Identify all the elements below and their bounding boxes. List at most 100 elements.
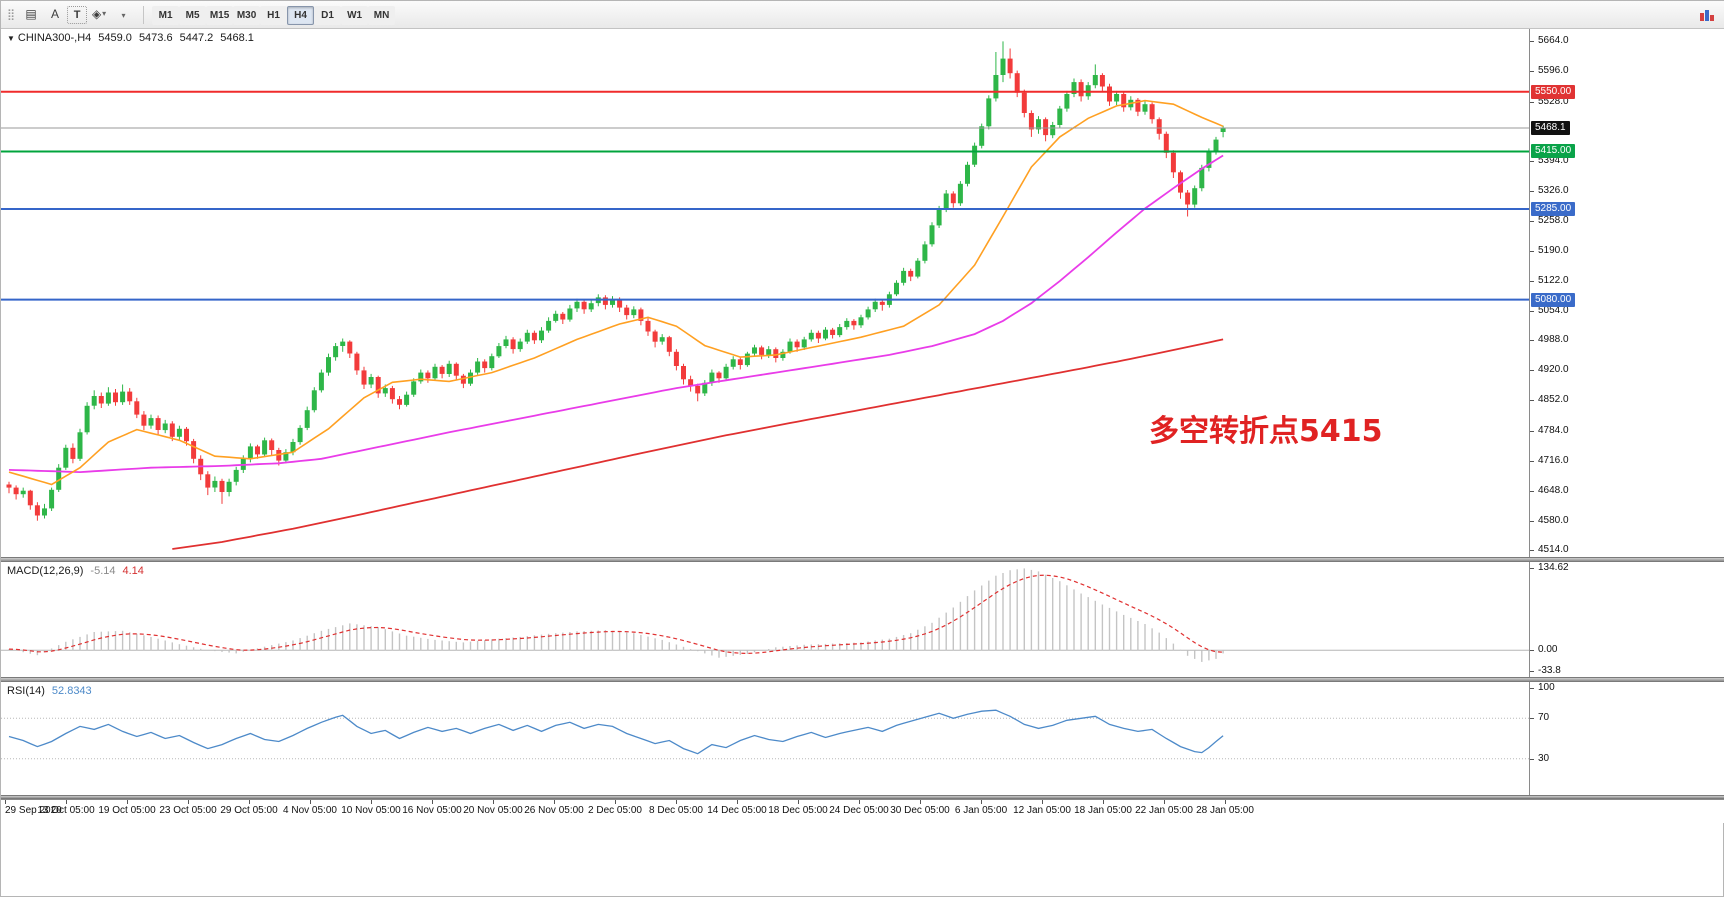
timeframe-button-H1[interactable]: H1 bbox=[260, 5, 288, 25]
price-axis-label: 5190.0 bbox=[1538, 245, 1569, 256]
ohlc-low: 5447.2 bbox=[179, 32, 214, 44]
date-axis-label: 18 Jan 05:00 bbox=[1074, 805, 1132, 816]
date-axis-label: 23 Oct 05:00 bbox=[159, 805, 217, 816]
rsi-panel[interactable]: RSI(14) 52.8343 bbox=[1, 682, 1529, 795]
date-axis-label: 10 Nov 05:00 bbox=[341, 805, 401, 816]
price-axis-label: 5394.0 bbox=[1538, 155, 1569, 166]
timeframe-button-M30[interactable]: M30 bbox=[233, 5, 261, 25]
macd-value: -5.14 bbox=[90, 565, 116, 577]
main-chart-panel[interactable]: ▼ CHINA300-,H4 5459.0 5473.6 5447.2 5468.1 多空… bbox=[1, 29, 1529, 557]
level-price-badge: 5080.00 bbox=[1531, 293, 1576, 307]
cursor-tool-icon[interactable]: A bbox=[43, 4, 67, 24]
timeframe-bar: M1 M5 M15 M30 H1 H4 D1 W1 MN bbox=[152, 5, 396, 25]
macd-panel[interactable]: MACD(12,26,9) -5.14 4.14 bbox=[1, 562, 1529, 677]
timeframe-button-D1[interactable]: D1 bbox=[314, 5, 342, 25]
price-axis-label: 4852.0 bbox=[1538, 394, 1569, 405]
price-axis-label: 5054.0 bbox=[1538, 305, 1569, 316]
date-axis-label: 12 Jan 05:00 bbox=[1013, 805, 1071, 816]
date-axis-label: 14 Dec 05:00 bbox=[707, 805, 767, 816]
date-axis-label: 6 Jan 05:00 bbox=[954, 805, 1008, 816]
panel-splitter-macd-rsi[interactable] bbox=[1, 677, 1724, 682]
more-tools-icon[interactable]: ▾ bbox=[111, 5, 135, 25]
price-axis-label: 5664.0 bbox=[1538, 35, 1569, 46]
macd-axis-label: 134.62 bbox=[1538, 562, 1569, 573]
draw-tools-icon[interactable]: ◈ ▾ bbox=[87, 4, 111, 24]
macd-signal-line bbox=[8, 574, 1224, 655]
price-axis-label: 4648.0 bbox=[1538, 485, 1569, 496]
date-axis-label: 26 Nov 05:00 bbox=[524, 805, 584, 816]
level-price-badge: 5415.00 bbox=[1531, 144, 1576, 158]
date-axis-label: 19 Oct 05:00 bbox=[98, 805, 156, 816]
toolbar-separator bbox=[143, 5, 145, 24]
time-axis[interactable]: 29 Sep 2020 13 Oct 05:00 19 Oct 05:00 23 Oc… bbox=[1, 799, 1724, 823]
price-axis-label: 4716.0 bbox=[1538, 455, 1569, 466]
price-axis-label: 5528.0 bbox=[1538, 96, 1569, 107]
date-axis-label: 18 Dec 05:00 bbox=[768, 805, 828, 816]
price-axis-label: 4784.0 bbox=[1538, 425, 1569, 436]
rsi-axis-label: 100 bbox=[1538, 682, 1555, 693]
ma-magenta-line bbox=[8, 154, 1224, 474]
date-axis-label: 20 Nov 05:00 bbox=[463, 805, 523, 816]
date-axis-label: 29 Sep 2020 bbox=[5, 805, 62, 816]
macd-label: MACD(12,26,9) bbox=[7, 565, 84, 577]
rsi-chart[interactable] bbox=[1, 682, 1529, 795]
mini-chart-icon[interactable] bbox=[1699, 7, 1715, 23]
rsi-title: RSI(14) 52.8343 bbox=[7, 685, 92, 697]
date-axis-label: 16 Nov 05:00 bbox=[402, 805, 462, 816]
price-axis-label: 4920.0 bbox=[1538, 364, 1569, 375]
date-axis-label: 4 Nov 05:00 bbox=[283, 805, 337, 816]
level-price-badge: 5550.00 bbox=[1531, 85, 1576, 99]
macd-chart[interactable] bbox=[1, 562, 1529, 677]
date-axis-label: 29 Oct 05:00 bbox=[220, 805, 278, 816]
ohlc-close: 5468.1 bbox=[220, 32, 254, 44]
rsi-axis-label: 30 bbox=[1538, 753, 1550, 764]
panel-splitter-main-macd[interactable] bbox=[1, 557, 1724, 562]
date-axis-label: 22 Jan 05:00 bbox=[1135, 805, 1193, 816]
timeframe-button-W1[interactable]: W1 bbox=[341, 5, 369, 25]
ohlc-high: 5473.6 bbox=[138, 32, 173, 44]
panel-splitter-rsi-dates[interactable] bbox=[1, 795, 1724, 799]
price-axis-label: 5326.0 bbox=[1538, 185, 1569, 196]
timeframe-button-M1[interactable]: M1 bbox=[152, 5, 180, 25]
chart-title: ▼ CHINA300-,H4 5459.0 5473.6 5447.2 5468.1 bbox=[7, 32, 254, 44]
macd-axis-label: -33.8 bbox=[1538, 665, 1561, 676]
macd-histogram bbox=[8, 568, 1224, 662]
date-axis-label: 24 Dec 05:00 bbox=[829, 805, 889, 816]
price-axis-label: 5258.0 bbox=[1538, 215, 1569, 226]
macd-title: MACD(12,26,9) -5.14 4.14 bbox=[7, 565, 144, 577]
symbol-label: CHINA300-,H4 bbox=[17, 32, 92, 44]
date-axis-label: 2 Dec 05:00 bbox=[588, 805, 642, 816]
timeframe-button-MN[interactable]: MN bbox=[368, 5, 396, 25]
chart-type-icon[interactable]: ▤ bbox=[19, 4, 43, 24]
price-axis[interactable]: 5664.0 5596.0 5528.0 5394.0 5326.0 5258.0 5190… bbox=[1529, 29, 1724, 799]
toolbar: ⣿ ▤ A T ◈ ▾ ▾ M1 M5 M15 M30 H1 H4 D1 W1 MN bbox=[1, 1, 1724, 29]
macd-signal-value: 4.14 bbox=[122, 565, 144, 577]
candles-series bbox=[6, 41, 1226, 521]
rsi-label: RSI(14) bbox=[7, 685, 45, 697]
timeframe-button-M15[interactable]: M15 bbox=[206, 5, 234, 25]
ohlc-open: 5459.0 bbox=[98, 32, 132, 44]
text-tool-icon[interactable]: T bbox=[67, 5, 88, 24]
price-axis-label: 4988.0 bbox=[1538, 334, 1569, 345]
level-price-badge: 5285.00 bbox=[1531, 202, 1576, 216]
rsi-line bbox=[8, 709, 1224, 755]
timeframe-button-H4[interactable]: H4 bbox=[287, 5, 315, 25]
symbol-dropdown-icon[interactable]: ▼ bbox=[7, 34, 15, 43]
date-axis-label: 13 Oct 05:00 bbox=[37, 805, 95, 816]
chart-annotation-text[interactable]: 多空转折点5415 bbox=[1149, 414, 1383, 449]
date-axis-label: 28 Jan 05:00 bbox=[1196, 805, 1254, 816]
current-price-badge: 5468.1 bbox=[1531, 121, 1570, 135]
price-axis-label: 5596.0 bbox=[1538, 65, 1569, 76]
tool-button-group: ▤ A T ◈ ▾ ▾ bbox=[19, 4, 135, 26]
ma-orange-line bbox=[8, 99, 1224, 486]
timeframe-button-M5[interactable]: M5 bbox=[179, 5, 207, 25]
price-axis-label: 4580.0 bbox=[1538, 515, 1569, 526]
date-axis-label: 30 Dec 05:00 bbox=[890, 805, 950, 816]
toolbar-grip-icon[interactable]: ⣿ bbox=[7, 9, 15, 21]
rsi-axis-label: 70 bbox=[1538, 712, 1550, 723]
candlestick-chart[interactable] bbox=[1, 29, 1529, 557]
rsi-value: 52.8343 bbox=[51, 685, 92, 697]
price-axis-label: 5122.0 bbox=[1538, 275, 1569, 286]
price-axis-label: 4514.0 bbox=[1538, 544, 1569, 555]
